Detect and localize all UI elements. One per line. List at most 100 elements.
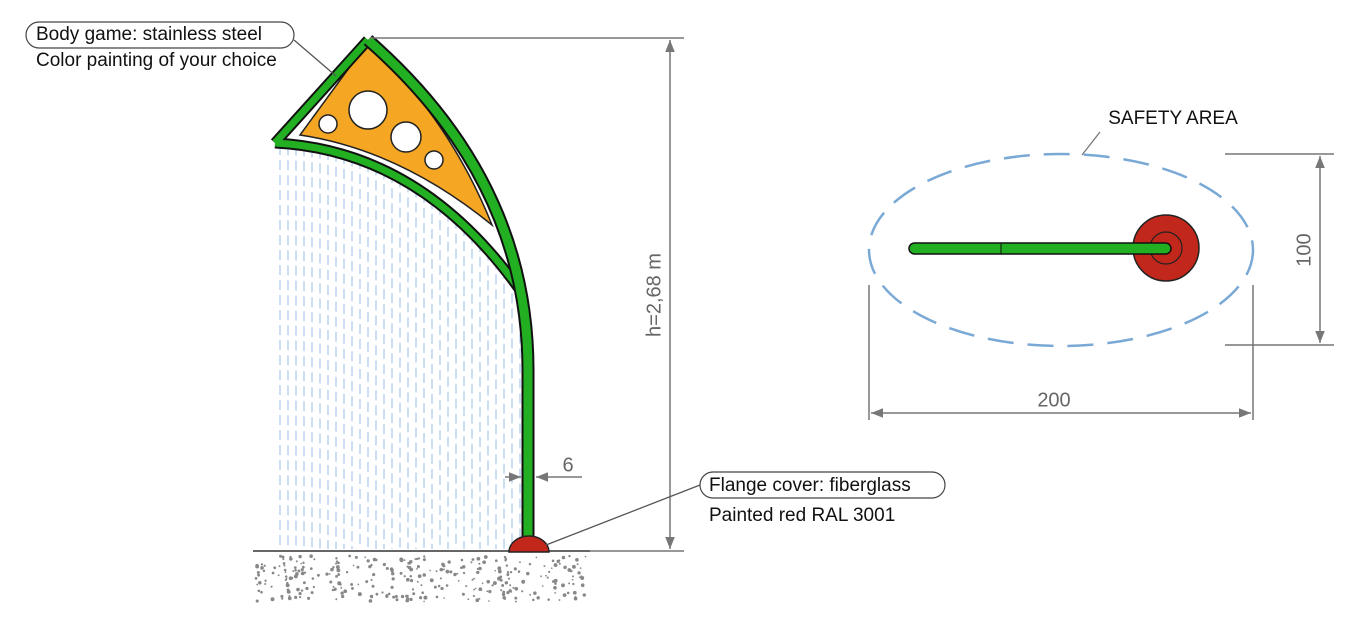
gravel-dot [409,575,413,578]
frame [272,37,523,293]
gravel-dot [255,599,259,603]
gravel-dot [568,554,571,558]
gravel-dot [561,583,565,588]
gravel-dot [465,585,468,588]
gravel-dot [260,591,262,594]
gravel-dot [472,594,475,598]
gravel-dot [415,557,419,561]
gravel-dot [394,594,398,599]
gravel-dot [423,600,425,603]
gravel-dot [281,597,284,600]
gravel-dot [497,576,501,581]
gravel-dot [301,565,305,569]
gravel-dot [460,558,464,562]
gravel-dot [449,570,453,574]
gravel-dot [345,571,349,574]
gravel-dot [300,571,305,576]
gravel-dot [521,590,524,593]
gravel-dot [370,563,373,567]
gravel-dot [257,589,261,593]
gravel-dot [407,594,409,597]
gravel-dot [571,578,574,581]
gravel-dot [281,555,285,559]
gravel-dot [572,582,575,586]
area-title: SAFETY AREA [1108,108,1238,129]
gravel-dot [369,594,374,599]
gravel-dot [368,599,373,603]
gravel-dot [416,580,419,583]
height-label: h=2,68 m [643,253,665,337]
gravel-dot [309,567,313,571]
gravel-dot [421,591,424,595]
gravel-dot [256,571,260,575]
gravel-dot [300,568,304,572]
pole [365,36,533,542]
gravel-dot [409,597,413,602]
gravel-dot [328,573,331,575]
gravel-dot [456,572,459,575]
gravel-dot [473,577,476,580]
gravel-dot [476,567,479,570]
gravel-dot [337,573,341,576]
gravel-dot [335,574,338,578]
gravel-dot [422,558,426,562]
gravel-dot [371,584,375,588]
gravel-dot [270,597,275,602]
gravel-dot [411,588,415,591]
gravel-dot [331,588,334,592]
gravel-dot [295,560,298,563]
gravel-dot [336,568,341,573]
gravel-dot [514,596,518,600]
gravel-dot [284,575,288,578]
gravel-dot [574,596,577,599]
gravel-dot [504,559,507,562]
gravel-dot [467,598,470,601]
gravel-dot [385,594,389,598]
gravel-dot [568,582,571,585]
gravel-dot [298,554,302,559]
gravel-dot [473,588,476,591]
gravel-dot [529,593,532,596]
gravel-dot [554,591,556,594]
gravel-dot [416,565,420,569]
gravel-dot [366,559,370,563]
gravel-dot [502,590,506,594]
gravel-dot [501,583,505,587]
gravel-dot [441,562,445,567]
gravel-dot [554,582,557,585]
gravel-dot [506,570,510,574]
gravel-dot [558,562,561,565]
gravel-dot [395,598,399,602]
gravel-dot [494,569,497,572]
gravel-dot [442,568,445,571]
gravel-dot [543,564,546,567]
gravel-dot [475,598,480,603]
gravel-dot [556,559,560,564]
gravel-dot [514,586,519,591]
gravel-dot [513,567,517,571]
hole [318,114,338,134]
gravel-dot [532,598,535,602]
gravel-dot [521,579,526,584]
gravel-dot [305,586,309,591]
leader-line [293,39,337,77]
gravel-dot [278,565,281,568]
gravel-dot [418,574,422,578]
gravel-dot [550,567,553,569]
gravel-dot [486,590,489,593]
gravel-dot [307,596,311,600]
gravel-dot [409,567,414,572]
pole-label: 6 [562,454,573,476]
gravel-dot [335,562,338,565]
gravel-dot [282,562,286,565]
hole [390,121,422,153]
gravel-dot [491,584,494,587]
gravel-dot [445,569,450,574]
gravel-dot [260,566,264,570]
gravel-dot [332,566,335,569]
gravel-dot [364,556,366,559]
gravel-dot [572,590,577,595]
gravel-dot [357,592,362,597]
gravel-dot [512,586,515,589]
gravel-dot [435,570,438,573]
